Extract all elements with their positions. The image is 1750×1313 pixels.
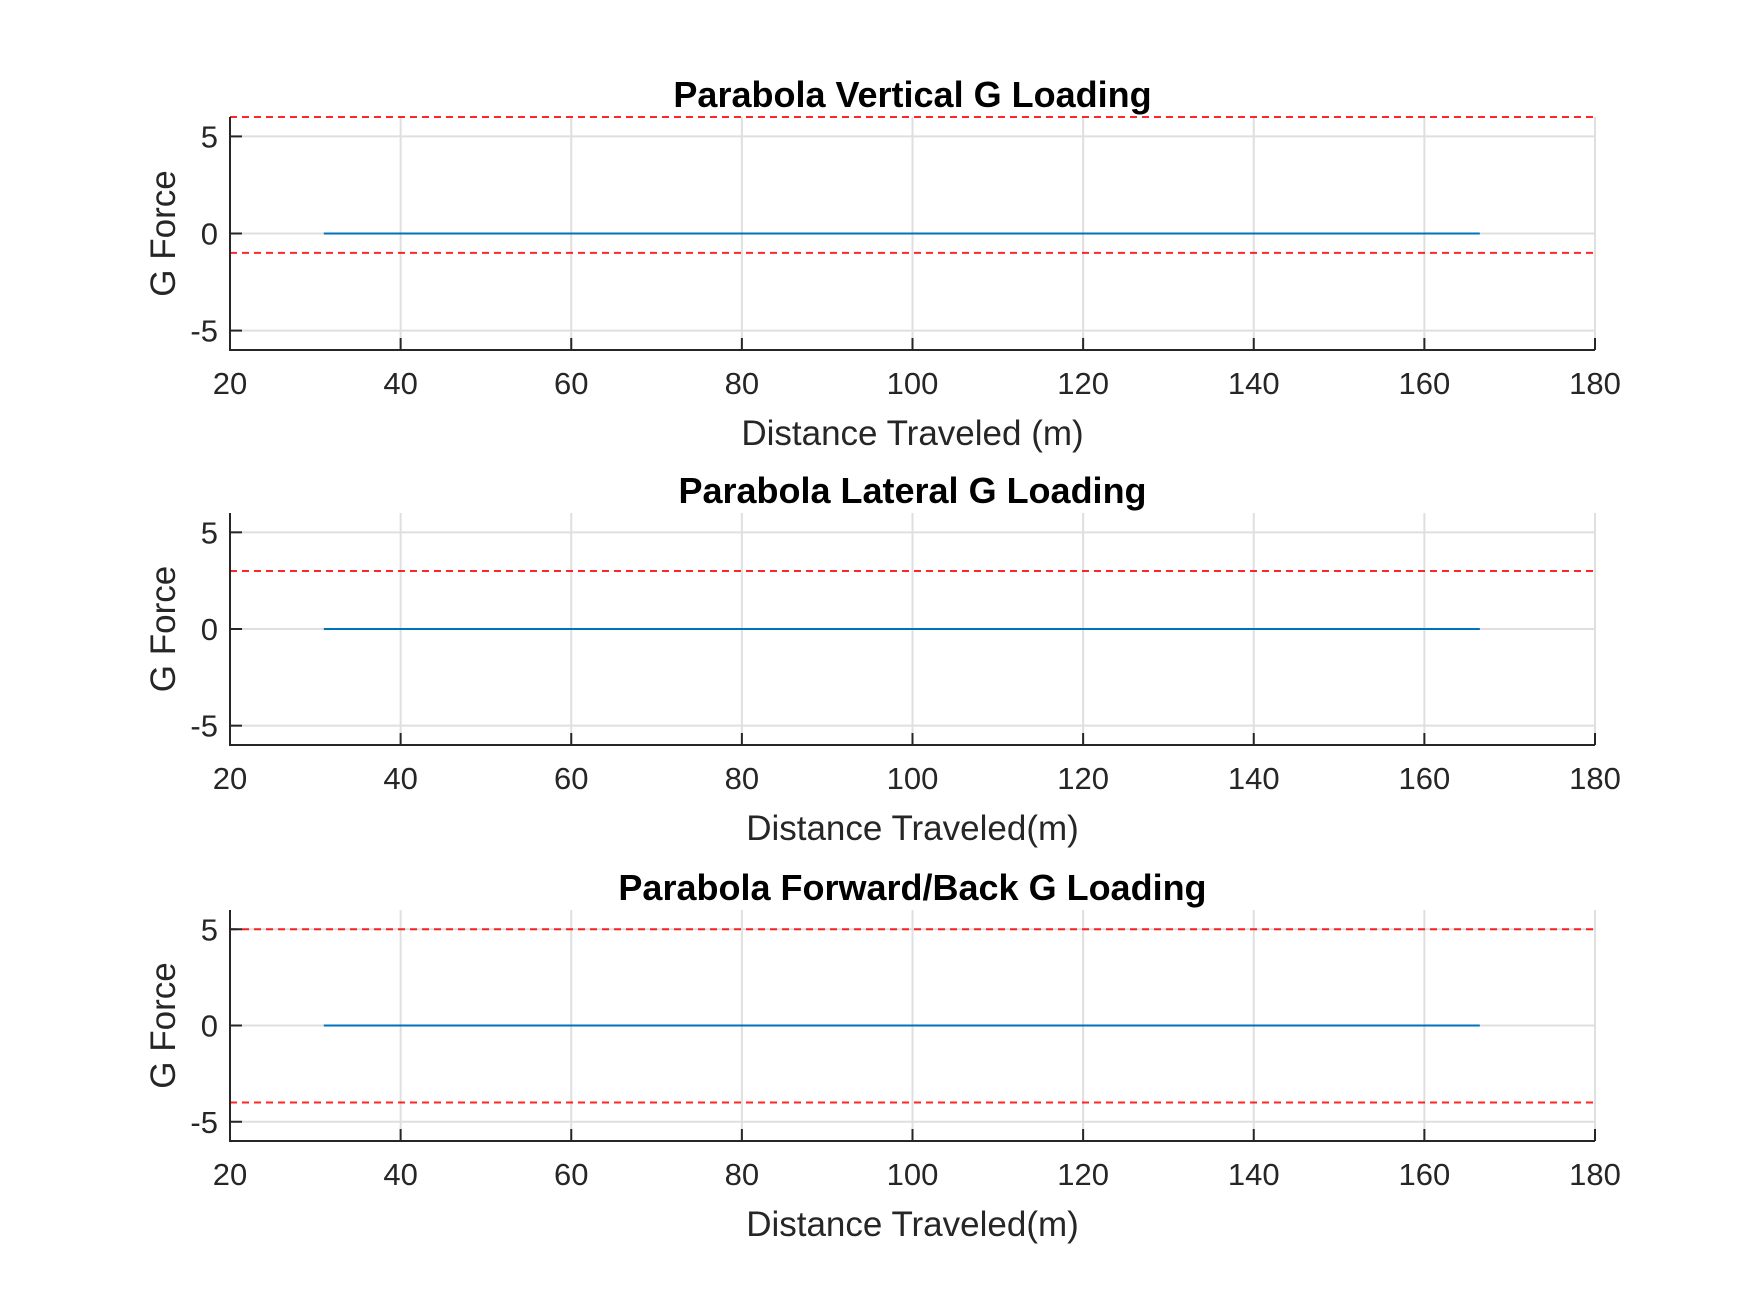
y-tick-label: 0 <box>201 612 218 647</box>
y-tick-label: 5 <box>201 119 218 154</box>
x-tick-label: 140 <box>1228 761 1280 796</box>
x-tick-label: 160 <box>1399 1157 1451 1192</box>
x-tick-label: 180 <box>1569 366 1621 401</box>
x-axis-label: Distance Traveled(m) <box>746 809 1079 848</box>
subplot-forward-back: 20 40 60 80 100 120 140 160 180 -5 0 5 Parabola Forw… <box>144 867 1621 1244</box>
x-axis-label: Distance Traveled (m) <box>741 414 1083 453</box>
x-axis-label: Distance Traveled(m) <box>746 1205 1079 1244</box>
y-tick-label: -5 <box>190 709 218 744</box>
y-tick-label: -5 <box>190 1105 218 1140</box>
x-tick-label: 40 <box>383 761 417 796</box>
x-tick-label: 100 <box>887 366 939 401</box>
x-tick-label: 20 <box>213 1157 247 1192</box>
subplot-vertical: 20 40 60 80 100 120 140 160 180 -5 0 5 Parabola Vert… <box>144 74 1621 453</box>
x-tick-label: 140 <box>1228 1157 1280 1192</box>
x-tick-label: 120 <box>1057 761 1109 796</box>
y-tick-label: 0 <box>201 1009 218 1044</box>
chart-title: Parabola Vertical G Loading <box>673 74 1151 115</box>
x-tick-label: 20 <box>213 761 247 796</box>
y-tick-label: 5 <box>201 912 218 947</box>
chart-title: Parabola Lateral G Loading <box>678 470 1146 511</box>
x-tick-label: 180 <box>1569 761 1621 796</box>
y-tick-label: 5 <box>201 515 218 550</box>
y-tick-label: 0 <box>201 217 218 252</box>
x-tick-label: 120 <box>1057 1157 1109 1192</box>
x-tick-label: 100 <box>887 761 939 796</box>
x-tick-label: 80 <box>725 761 759 796</box>
subplot-lateral: 20 40 60 80 100 120 140 160 180 -5 0 5 Parabola Late… <box>144 470 1621 848</box>
x-tick-label: 60 <box>554 1157 588 1192</box>
x-tick-label: 80 <box>725 1157 759 1192</box>
y-axis-label: G Force <box>144 962 183 1088</box>
x-tick-label: 80 <box>725 366 759 401</box>
chart-title: Parabola Forward/Back G Loading <box>618 867 1206 908</box>
y-tick-label: -5 <box>190 314 218 349</box>
x-tick-label: 20 <box>213 366 247 401</box>
y-axis-label: G Force <box>144 566 183 692</box>
x-tick-label: 140 <box>1228 366 1280 401</box>
x-tick-label: 60 <box>554 761 588 796</box>
x-tick-label: 40 <box>383 1157 417 1192</box>
y-axis-label: G Force <box>144 170 183 296</box>
x-tick-label: 120 <box>1057 366 1109 401</box>
x-tick-label: 180 <box>1569 1157 1621 1192</box>
x-tick-label: 160 <box>1399 366 1451 401</box>
x-tick-label: 60 <box>554 366 588 401</box>
x-tick-label: 40 <box>383 366 417 401</box>
x-tick-label: 160 <box>1399 761 1451 796</box>
x-tick-label: 100 <box>887 1157 939 1192</box>
